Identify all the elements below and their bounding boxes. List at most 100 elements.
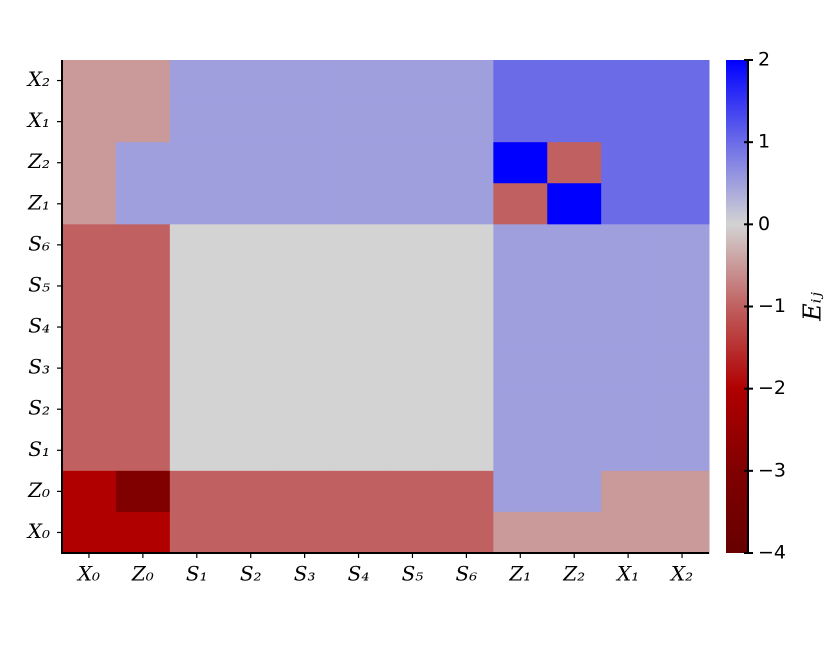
- heatmap-cell: [439, 306, 494, 349]
- heatmap-cell: [493, 429, 548, 472]
- heatmap-cell: [331, 470, 386, 513]
- heatmap-cell: [601, 388, 656, 431]
- heatmap-cell: [385, 470, 440, 513]
- y-tick-label: X₀: [26, 519, 50, 543]
- heatmap-cell: [385, 306, 440, 349]
- heatmap-cell: [223, 265, 279, 307]
- heatmap-cell: [277, 388, 333, 431]
- heatmap-cell: [62, 511, 117, 554]
- heatmap-cell: [277, 511, 333, 554]
- heatmap-cell: [547, 388, 602, 431]
- heatmap-cell: [493, 142, 548, 184]
- colorbar-tick-label: 0: [758, 213, 770, 235]
- heatmap-cell: [223, 224, 279, 266]
- heatmap-cell: [223, 306, 279, 349]
- heatmap-cell: [385, 142, 440, 184]
- heatmap-cell: [169, 470, 225, 513]
- heatmap-cell: [331, 183, 386, 225]
- heatmap-cell: [385, 60, 440, 102]
- heatmap-cell: [493, 60, 548, 102]
- heatmap-cell: [385, 265, 440, 307]
- heatmap-cell: [493, 101, 548, 143]
- y-tick-label: X₁: [26, 108, 50, 132]
- heatmap-cell: [223, 429, 279, 472]
- heatmap-cell: [655, 511, 710, 554]
- y-tick-label: S₅: [28, 272, 50, 296]
- heatmap-cell: [439, 142, 494, 184]
- heatmap-cell: [385, 101, 440, 143]
- heatmap-cell: [223, 60, 279, 102]
- x-tick-label: Z₂: [562, 562, 585, 586]
- heatmap-cell: [115, 347, 171, 390]
- heatmap-cell: [655, 306, 710, 349]
- heatmap-cell: [547, 347, 602, 390]
- heatmap-cell: [655, 101, 710, 143]
- colorbar-tick-label: 2: [758, 49, 770, 71]
- heatmap-cell: [601, 101, 656, 143]
- heatmap-cell: [493, 347, 548, 390]
- y-tick-label: Z₀: [27, 478, 50, 502]
- heatmap-cell: [493, 511, 548, 554]
- heatmap-cell: [277, 470, 333, 513]
- colorbar-tick-label: −3: [758, 459, 786, 481]
- heatmap-cell: [601, 60, 656, 102]
- heatmap-cell: [601, 183, 656, 225]
- heatmap-cell: [223, 347, 279, 390]
- heatmap-cell: [385, 511, 440, 554]
- heatmap-cell: [655, 60, 710, 102]
- heatmap-cell: [62, 470, 117, 513]
- heatmap-cell: [439, 60, 494, 102]
- heatmap-cell: [277, 224, 333, 266]
- heatmap-cell: [655, 388, 710, 431]
- heatmap-cell: [169, 306, 225, 349]
- heatmap-cell: [169, 388, 225, 431]
- heatmap-cell: [385, 224, 440, 266]
- y-tick-label: S₄: [28, 314, 50, 338]
- heatmap-cell: [169, 429, 225, 472]
- heatmap-cell: [331, 306, 386, 349]
- heatmap-cell: [223, 142, 279, 184]
- heatmap-cell: [331, 142, 386, 184]
- heatmap-cell: [115, 183, 171, 225]
- heatmap-cell: [439, 183, 494, 225]
- heatmap-cell: [655, 347, 710, 390]
- x-tick-label: S₆: [456, 562, 478, 586]
- heatmap-cell: [115, 306, 171, 349]
- x-tick-label: Z₁: [508, 562, 531, 586]
- heatmap-cell: [331, 511, 386, 554]
- heatmap-cell: [223, 511, 279, 554]
- x-tick-label: S₃: [294, 562, 316, 586]
- heatmap-cell: [385, 429, 440, 472]
- heatmap-cell: [655, 183, 710, 225]
- heatmap-cell: [601, 511, 656, 554]
- heatmap-cell: [439, 511, 494, 554]
- heatmap-cell: [493, 388, 548, 431]
- heatmap-cell: [547, 224, 602, 266]
- heatmap-cell: [655, 142, 710, 184]
- heatmap-cell: [169, 265, 225, 307]
- heatmap-cell: [601, 347, 656, 390]
- heatmap-cell: [277, 60, 333, 102]
- heatmap-cell: [62, 224, 117, 266]
- heatmap-cell: [62, 429, 117, 472]
- heatmap-cell: [493, 224, 548, 266]
- y-tick-label: S₂: [28, 396, 50, 420]
- heatmap-cell: [439, 265, 494, 307]
- heatmap-cell: [547, 183, 602, 225]
- y-tick-label: S₁: [28, 437, 50, 461]
- heatmap-cell: [169, 142, 225, 184]
- heatmap-cell: [601, 429, 656, 472]
- heatmap-cell: [547, 142, 602, 184]
- heatmap-cell: [62, 347, 117, 390]
- heatmap-cell: [115, 224, 171, 266]
- heatmap-cell: [547, 511, 602, 554]
- x-tick-label: X₀: [76, 562, 100, 586]
- heatmap-cell: [223, 388, 279, 431]
- heatmap-cell: [601, 224, 656, 266]
- x-tick-label: X₂: [669, 562, 693, 586]
- heatmap-cell: [655, 265, 710, 307]
- heatmap-cell: [115, 142, 171, 184]
- heatmap-cell: [655, 224, 710, 266]
- heatmap-cell: [223, 470, 279, 513]
- x-tick-label: X₁: [615, 562, 639, 586]
